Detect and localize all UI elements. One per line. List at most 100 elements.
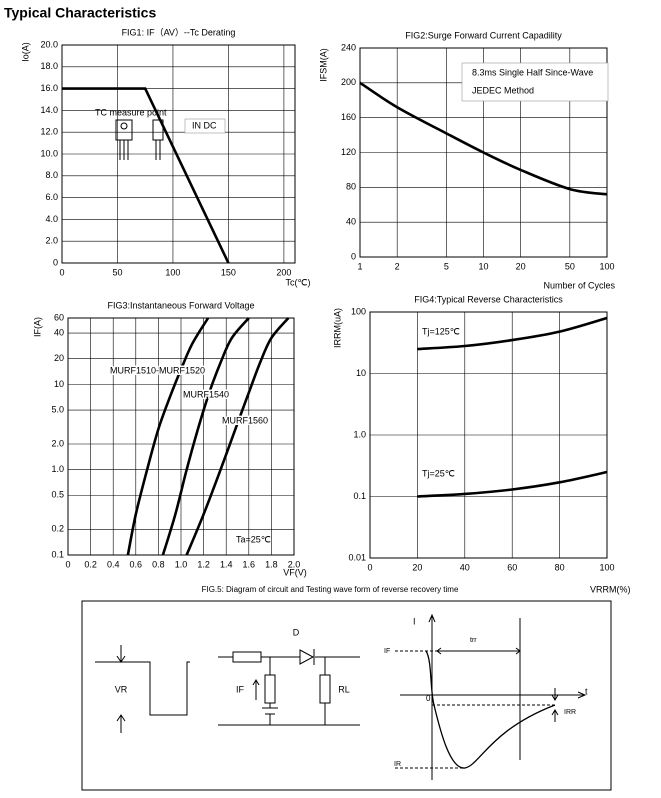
series-label: MURF1510-MURF1520 [110, 365, 205, 375]
charts: 0 50 100 150 20002.04.06.08.010.012.014.016.… [20, 27, 630, 594]
x-tick-label: 80 [555, 562, 565, 572]
y-tick-label: 2.0 [51, 438, 64, 448]
y-tick-label: 80 [346, 182, 356, 192]
y-tick-label: 40 [54, 327, 64, 337]
y-tick-label: 0.1 [51, 549, 64, 559]
x-tick-label: 1.2 [197, 559, 210, 569]
x-tick-label: 1.4 [220, 559, 233, 569]
y-tick-label: 0 [351, 251, 356, 261]
x-axis-label: Number of Cycles [543, 280, 615, 290]
series-line [62, 87, 230, 264]
y-tick-label: 0.1 [353, 491, 366, 501]
resistor [264, 674, 276, 704]
series-line [161, 317, 250, 556]
recovery-curve [425, 650, 556, 769]
x-axis-label: Tc(℃) [285, 277, 310, 287]
y-tick-label: 8.0 [45, 170, 58, 180]
y-axis-label: IF(A) [32, 317, 42, 337]
x-tick-label: 1.6 [243, 559, 256, 569]
wave-arrows [436, 647, 559, 722]
x-tick-label: 0 [59, 267, 64, 277]
x-tick-label: 100 [599, 562, 614, 572]
x-tick-label: 0.8 [152, 559, 165, 569]
chart-title: FIG1: IF（AV）--Tc Derating [122, 27, 236, 37]
y-tick-label: 60 [54, 312, 64, 322]
y-tick-label: 1.0 [353, 429, 366, 439]
y-tick-label: 20.0 [40, 39, 58, 49]
annotation: TC measure point [95, 107, 167, 117]
y-tick-label: 14.0 [40, 105, 58, 115]
y-tick-label: 1.0 [51, 464, 64, 474]
y-axis-label: Io(A) [20, 42, 30, 62]
page-title: Typical Characteristics [4, 5, 156, 21]
label-trr: trr [470, 637, 477, 644]
x-tick-label: 0 [65, 559, 70, 569]
x-tick-label: 40 [460, 562, 470, 572]
x-tick-label: 200 [276, 267, 291, 277]
annotation: IN DC [192, 120, 217, 130]
series-line [417, 470, 608, 498]
series-line [126, 317, 210, 556]
y-tick-label: 18.0 [40, 61, 58, 71]
series-label: MURF1560 [222, 415, 268, 425]
y-tick-label: 120 [341, 147, 356, 157]
x-tick-label: 5 [444, 261, 449, 271]
x-tick-label: 50 [565, 261, 575, 271]
x-tick-label: 100 [165, 267, 180, 277]
x-tick-label: 0.4 [107, 559, 120, 569]
y-tick-label: 20 [54, 353, 64, 363]
x-tick-label: 1.8 [265, 559, 278, 569]
package-icons [115, 119, 164, 160]
diagram: FIG.5: Diagram of circuit and Testing wa… [81, 585, 612, 791]
chart-title: FIG3:Instantaneous Forward Voltage [107, 300, 254, 310]
package-leads [155, 140, 161, 160]
y-tick-label: 10 [54, 379, 64, 389]
y-axis-label: IFSM(A) [318, 48, 328, 82]
label-rl: RL [338, 684, 350, 694]
series-line [359, 81, 608, 196]
resistor [232, 651, 262, 663]
y-tick-label: 12.0 [40, 127, 58, 137]
annotation-box [184, 118, 226, 134]
x-tick-label: 20 [412, 562, 422, 572]
package-icon [152, 119, 164, 141]
series-label: MURF1540 [183, 389, 229, 399]
x-tick-label: 20 [516, 261, 526, 271]
vr-arrows [116, 645, 126, 733]
x-tick-label: 2.0 [288, 559, 301, 569]
x-tick-label: 50 [112, 267, 122, 277]
annotation-box [461, 62, 609, 102]
x-tick-label: 60 [507, 562, 517, 572]
label-d: D [293, 627, 300, 637]
x-tick-label: 1 [357, 261, 362, 271]
y-tick-label: 0.01 [348, 552, 366, 562]
label-i: I [413, 616, 416, 626]
y-tick-label: 0 [53, 257, 58, 267]
label-if: IF [236, 684, 245, 694]
chart-title: FIG2:Surge Forward Current Capadility [405, 30, 562, 40]
y-tick-label: 160 [341, 112, 356, 122]
pulse [95, 661, 190, 716]
y-tick-label: 0.2 [51, 524, 64, 534]
resistor-rl [319, 674, 331, 704]
wave-dashes [395, 650, 555, 769]
x-tick-label: 1.0 [175, 559, 188, 569]
x-tick-label: 100 [599, 261, 614, 271]
y-tick-label: 0.5 [51, 490, 64, 500]
annotation: JEDEC Method [472, 85, 534, 95]
series-label: Tj=125℃ [422, 326, 460, 336]
annotation: 8.3ms Single Half Since-Wave [472, 67, 593, 77]
circuit [218, 649, 360, 726]
label-if2: IF [384, 648, 390, 655]
x-tick-label: 0.2 [84, 559, 97, 569]
y-tick-label: 16.0 [40, 83, 58, 93]
series-line [185, 317, 290, 556]
label-irr: IRR [564, 709, 576, 716]
label-vr: VR [115, 684, 128, 694]
x-tick-label: 2 [395, 261, 400, 271]
series-line [417, 316, 608, 351]
y-tick-label: 10.0 [40, 148, 58, 158]
label-zero: 0 [426, 694, 431, 703]
x-tick-label: 0 [367, 562, 372, 572]
